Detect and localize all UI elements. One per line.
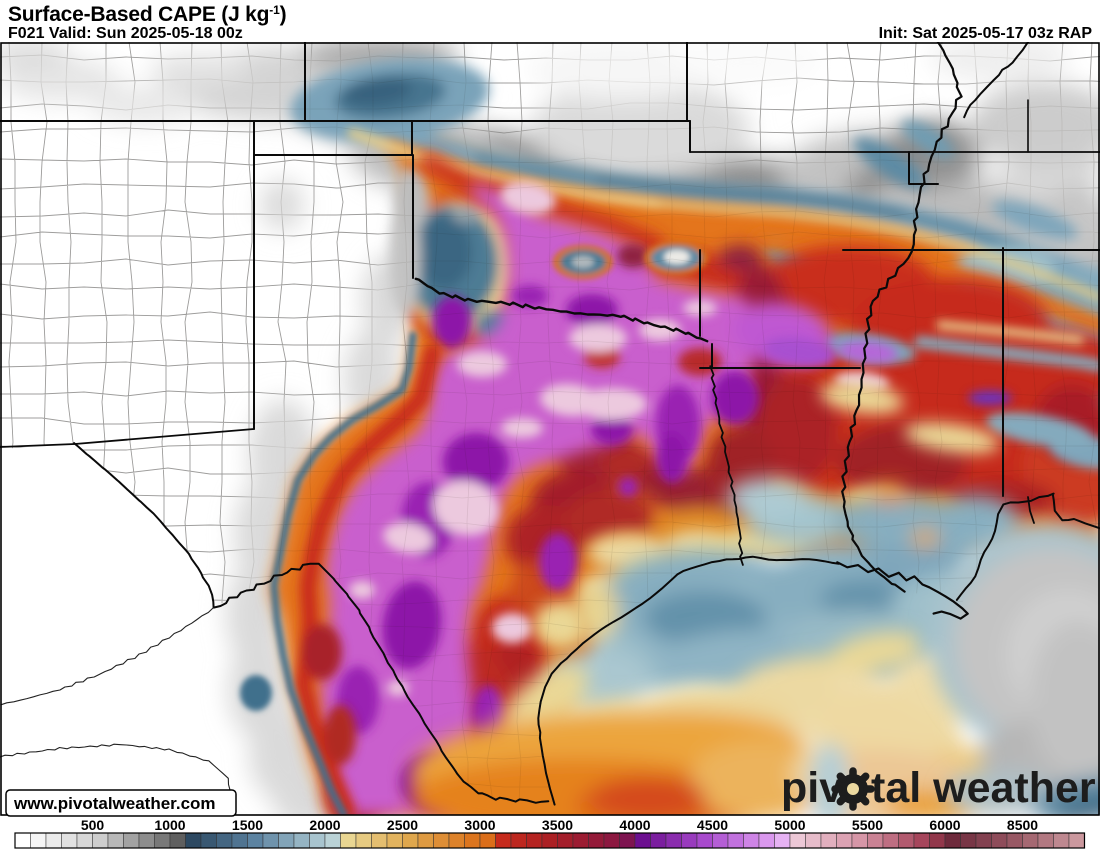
- svg-text:www.pivotalweather.com: www.pivotalweather.com: [13, 794, 216, 813]
- svg-text:tal weather: tal weather: [871, 764, 1096, 812]
- svg-text:5500: 5500: [852, 817, 883, 833]
- svg-text:1000: 1000: [154, 817, 185, 833]
- svg-text:1500: 1500: [232, 817, 263, 833]
- svg-text:Surface-Based CAPE (J kg-1): Surface-Based CAPE (J kg-1): [8, 3, 286, 26]
- svg-text:2000: 2000: [309, 817, 340, 833]
- svg-text:3500: 3500: [542, 817, 573, 833]
- svg-text:3000: 3000: [464, 817, 495, 833]
- svg-text:6000: 6000: [929, 817, 960, 833]
- svg-text:4500: 4500: [697, 817, 728, 833]
- svg-text:8500: 8500: [1007, 817, 1038, 833]
- svg-text:5000: 5000: [774, 817, 805, 833]
- svg-text:F021 Valid: Sun 2025-05-18 00z: F021 Valid: Sun 2025-05-18 00z: [8, 25, 243, 42]
- svg-text:2500: 2500: [387, 817, 418, 833]
- svg-text:Init: Sat 2025-05-17 03z RAP: Init: Sat 2025-05-17 03z RAP: [879, 25, 1093, 42]
- svg-text:500: 500: [81, 817, 105, 833]
- svg-text:4000: 4000: [619, 817, 650, 833]
